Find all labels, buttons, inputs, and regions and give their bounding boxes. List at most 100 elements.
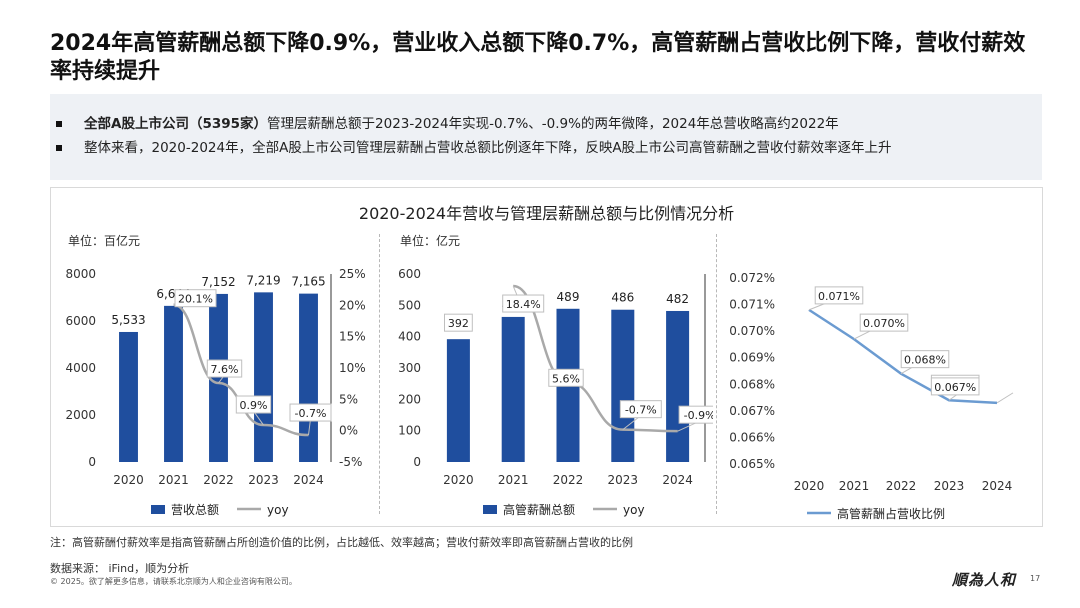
- y-tick-label: 0.067%: [729, 404, 775, 418]
- x-tick-label: 2021: [158, 473, 189, 487]
- chart-divider: [379, 234, 380, 514]
- x-tick-label: 2023: [248, 473, 279, 487]
- revenue-chart: 0 2000 4000 6000 8000 -5% 0% 5% 10% 15% 20% 25% 2020…: [65, 267, 366, 517]
- yoy-value-label-box: [289, 403, 332, 422]
- yoy-line: [173, 303, 309, 437]
- bar-value-label: 486: [611, 291, 634, 305]
- bar-value-label: 392: [448, 317, 469, 330]
- left-tick-label: 0: [88, 455, 96, 469]
- yoy-value-label: -0.7%: [625, 404, 657, 417]
- yoy-line: [512, 284, 678, 433]
- y-tick-label: 0.072%: [729, 271, 775, 285]
- y-tick-label: 0.071%: [729, 298, 775, 312]
- legend-bar-label: 高管薪酬总额: [503, 502, 575, 517]
- x-tick-label: 2021: [839, 479, 870, 493]
- legend-bar-swatch: [151, 505, 165, 514]
- page-title: 2024年高管薪酬总额下降0.9%，营业收入总额下降0.7%，高管薪酬占营收比例…: [50, 31, 1026, 84]
- left-tick-label: 100: [398, 424, 421, 438]
- executive-pay-chart: 0100200300400500600-5%0%5%10%15%20%20202…: [398, 267, 713, 517]
- left-tick-label: 2000: [65, 408, 96, 422]
- left-tick-label: 600: [398, 267, 421, 281]
- bar: [299, 293, 318, 462]
- x-tick-label: 2024: [293, 473, 324, 487]
- ratio-value-label: 0.070%: [863, 317, 905, 330]
- yoy-value-label: -0.7%: [295, 407, 327, 420]
- bar-value-label-box: [444, 313, 473, 332]
- right-tick-label: 10%: [339, 361, 366, 375]
- yoy-value-label-box: [619, 400, 662, 419]
- yoy-value-label-box: [206, 359, 243, 378]
- left-tick-label: 400: [398, 330, 421, 344]
- bar: [446, 339, 470, 462]
- yoy-value-label-box: [235, 395, 272, 414]
- yoy-value-label-box: [174, 289, 217, 308]
- yoy-value-label: 0.9%: [240, 399, 268, 412]
- legend-line-label: yoy: [623, 503, 645, 517]
- bar: [254, 292, 273, 462]
- ratio-value-label-box: [859, 313, 909, 332]
- bar-value-label: 7,219: [246, 273, 280, 287]
- left-tick-label: 500: [398, 298, 421, 312]
- y-tick-label: 0.066%: [729, 430, 775, 444]
- yoy-value-label: 7.6%: [211, 363, 239, 376]
- x-tick-label: 2024: [662, 473, 693, 487]
- yoy-value-label: 20.1%: [178, 293, 213, 306]
- right-tick-label: 5%: [339, 392, 358, 406]
- yoy-value-label: 5.6%: [552, 372, 580, 385]
- x-tick-label: 2020: [113, 473, 144, 487]
- y-tick-label: 0.065%: [729, 457, 775, 471]
- bar: [119, 331, 138, 462]
- bar: [666, 310, 690, 462]
- summary-bullet-text: 管理层薪酬总额于2023-2024年实现-0.7%、-0.9%的两年微降，202…: [267, 116, 839, 132]
- footnote: 注：高管薪酬付薪效率是指高管薪酬占所创造价值的比例，占比越低、效率越高；营收付薪…: [50, 536, 633, 549]
- right-tick-label: 25%: [339, 267, 366, 281]
- summary-bullet-text: 整体来看，2020-2024年，全部A股上市公司管理层薪酬占营收总额比例逐年下降…: [84, 140, 892, 156]
- left-tick-label: 300: [398, 361, 421, 375]
- company-logo: 順為人和: [952, 571, 1017, 589]
- summary-box: 全部A股上市公司（5395家）管理层薪酬总额于2023-2024年实现-0.7%…: [50, 94, 1042, 180]
- right-tick-label: 15%: [339, 330, 366, 344]
- summary-bullet: 全部A股上市公司（5395家）管理层薪酬总额于2023-2024年实现-0.7%…: [56, 112, 1020, 136]
- yoy-value-label-box: [548, 368, 584, 387]
- x-tick-label: 2020: [443, 473, 474, 487]
- right-tick-label: -5%: [339, 455, 362, 469]
- data-source: 数据来源： iFind，顺为分析: [50, 562, 190, 575]
- x-tick-label: 2020: [794, 479, 825, 493]
- ratio-value-label-box: [930, 377, 980, 396]
- yoy-value-label-box: [678, 405, 713, 424]
- x-tick-label: 2021: [498, 473, 529, 487]
- pay-ratio-chart: 0.065% 0.066% 0.067% 0.068% 0.069% 0.070% 0.07…: [729, 271, 1014, 521]
- copyright: © 2025。欲了解更多信息，请联系北京顺为人和企业咨询有限公司。: [50, 577, 297, 586]
- bar: [611, 309, 635, 462]
- y-tick-label: 0.069%: [729, 351, 775, 365]
- yoy-leader-line: [308, 418, 311, 436]
- left-tick-label: 8000: [65, 267, 96, 281]
- bar-value-label: 482: [666, 292, 689, 306]
- bar-value-label: 5,533: [111, 313, 145, 327]
- left-tick-label: 6000: [65, 314, 96, 328]
- x-tick-label: 2023: [608, 473, 639, 487]
- x-tick-label: 2022: [886, 479, 917, 493]
- yoy-value-label: 18.4%: [506, 298, 541, 311]
- yoy-value-label: -0.9%: [684, 409, 713, 422]
- left-tick-label: 0: [413, 455, 421, 469]
- yoy-value-label-box: [502, 294, 545, 313]
- summary-bullet: 整体来看，2020-2024年，全部A股上市公司管理层薪酬占营收总额比例逐年下降…: [56, 136, 1020, 160]
- left-tick-label: 4000: [65, 361, 96, 375]
- page-number: 17: [1030, 574, 1041, 583]
- ratio-value-label-box: [900, 350, 950, 369]
- y-tick-label: 0.068%: [729, 377, 775, 391]
- legend-line-label: yoy: [267, 503, 289, 517]
- summary-bullet-strong: 全部A股上市公司（5395家）: [84, 116, 268, 132]
- x-tick-label: 2022: [203, 473, 234, 487]
- legend-bar-label: 营收总额: [171, 503, 219, 517]
- bar-value-label: 7,152: [201, 275, 235, 289]
- right-tick-label: 0%: [339, 424, 358, 438]
- chart-title: 2020-2024年营收与管理层薪酬总额与比例情况分析: [358, 204, 735, 223]
- chart1-unit: 单位：百亿元: [68, 234, 141, 248]
- legend-line-label: 高管薪酬占营收比例: [837, 506, 945, 521]
- chart-divider: [716, 234, 717, 514]
- bar: [164, 305, 183, 462]
- x-tick-label: 2023: [934, 479, 965, 493]
- ratio-value-label: 0.068%: [904, 354, 946, 367]
